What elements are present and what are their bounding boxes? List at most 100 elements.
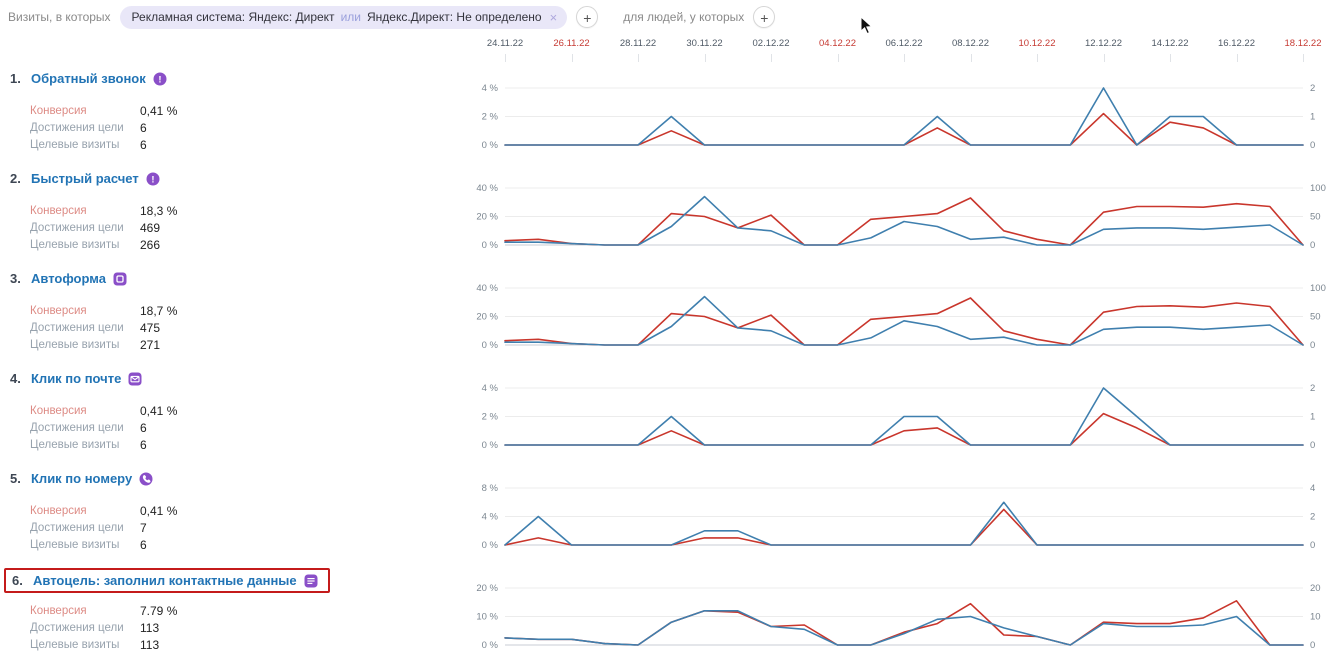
chart-klik-po-pochte: 4 % 2 2 % 1 0 % 0 [482,383,1316,451]
add-people-condition-button[interactable]: + [753,6,776,28]
goal-title-link[interactable]: Клик по номеру [31,471,133,486]
reaches-label: Достижения цели [30,621,124,634]
date-tick-label: 06.12.22 [885,38,923,49]
reaches-label: Достижения цели [30,421,124,434]
date-tick-label: 26.11.22 [553,38,590,49]
conversion-label: Конверсия [30,304,87,317]
svg-text:0: 0 [1310,140,1315,151]
goal-row-4: 4. Клик по почте Конверсия 0,41 % Достиже… [0,362,470,462]
date-tick-mark [904,54,905,62]
goal-number: 1. [10,71,21,86]
goal-stats: Конверсия 0,41 % Достижения цели 6 Целевые… [30,102,177,153]
date-tick-mark [1170,54,1171,62]
svg-text:40 %: 40 % [476,283,498,294]
date-tick-label: 30.11.22 [686,38,723,49]
svg-text:0: 0 [1310,640,1315,651]
reaches-value: 6 [140,120,147,135]
target-visits-label: Целевые визиты [30,438,120,451]
chip-close-icon[interactable]: × [549,9,558,25]
svg-text:0 %: 0 % [482,140,499,151]
goal-title-link[interactable]: Автоформа [31,271,106,286]
email-icon [128,372,142,386]
date-tick-mark [638,54,639,62]
target-visits-label: Целевые визиты [30,638,120,651]
goal-stats: Конверсия 0,41 % Достижения цели 6 Целевые… [30,402,177,453]
svg-text:0: 0 [1310,540,1315,551]
conversion-label: Конверсия [30,404,87,417]
goal-stats: Конверсия 18,3 % Достижения цели 469 Целев… [30,202,177,253]
conversion-value: 0,41 % [140,503,178,518]
goal-row-2: 2. Быстрый расчет ! Конверсия 18,3 % Дост… [0,162,470,262]
svg-text:40 %: 40 % [476,183,498,194]
target-visits-value: 6 [140,437,147,452]
svg-text:50: 50 [1310,312,1321,323]
chart-row-4: 4 % 2 2 % 1 0 % 0 [470,362,1340,462]
conversion-label: Конверсия [30,504,87,517]
form-icon [113,272,127,286]
date-tick-label: 28.11.22 [619,38,657,49]
goal-title-link[interactable]: Быстрый расчет [31,171,139,186]
svg-text:2: 2 [1310,512,1315,523]
reaches-value: 6 [140,420,147,435]
date-tick-mark [704,54,706,62]
goals-list: 1. Обратный звонок ! Конверсия 0,41 % Дос… [0,62,470,662]
add-visit-condition-button[interactable]: + [576,6,599,28]
js-event-icon: ! [146,172,160,186]
goal-number: 4. [10,371,21,386]
chart-row-6: 20 % 20 10 % 10 0 % 0 [470,562,1340,662]
date-tick-mark [1303,54,1304,62]
svg-text:4 %: 4 % [482,83,499,94]
svg-text:0 %: 0 % [482,540,499,551]
chart-klik-po-nomeru: 8 % 4 4 % 2 0 % 0 [482,483,1316,551]
people-filter-label: для людей, у которых [623,10,745,24]
chart-avtocel: 20 % 20 10 % 10 0 % 0 [476,583,1320,651]
date-tick-label: 14.12.22 [1151,38,1189,49]
date-tick-label: 16.12.22 [1218,38,1255,49]
goal-row-1: 1. Обратный звонок ! Конверсия 0,41 % Дос… [0,62,470,162]
svg-text:10 %: 10 % [476,612,498,623]
goal-title-link[interactable]: Обратный звонок [31,71,146,86]
target-visits-label: Целевые визиты [30,338,120,351]
goal-row-5: 5. Клик по номеру Конверсия 0,41 % Достиж… [0,462,470,562]
conversion-value: 18,3 % [140,203,178,218]
date-tick-label: 24.11.22 [486,38,524,49]
svg-text:0: 0 [1310,340,1315,351]
conversion-value: 7.79 % [140,603,178,618]
date-tick-mark [970,54,972,62]
date-tick-label: 18.12.22 [1284,38,1322,49]
phone-icon [139,472,153,486]
reaches-value: 475 [140,320,161,335]
js-event-icon: ! [153,72,167,86]
svg-text:100: 100 [1310,183,1326,194]
goal-title-link[interactable]: Клик по почте [31,371,122,386]
mouse-cursor [860,15,874,41]
target-visits-label: Целевые визиты [30,138,120,151]
goal-row-6: 6. Автоцель: заполнил контактные данные … [0,562,470,662]
target-visits-value: 271 [140,337,161,352]
svg-text:0 %: 0 % [482,440,499,451]
svg-text:0: 0 [1310,440,1315,451]
conversion-value: 0,41 % [140,103,178,118]
chart-row-3: 40 % 100 20 % 50 0 % 0 [470,262,1340,362]
date-tick-mark [571,54,573,62]
svg-text:2: 2 [1310,83,1315,94]
goal-stats: Конверсия 0,41 % Достижения цели 7 Целевые… [30,502,177,553]
goal-row-3: 3. Автоформа Конверсия 18,7 % Достижения … [0,262,470,362]
date-tick-label: 12.12.22 [1085,38,1122,49]
svg-text:1: 1 [1310,412,1315,423]
segment-filter-bar: Визиты, в которых Рекламная система: Янд… [8,4,776,30]
svg-text:0 %: 0 % [482,640,499,651]
reaches-label: Достижения цели [30,221,124,234]
goal-title-link[interactable]: Автоцель: заполнил контактные данные [33,573,297,588]
svg-text:2: 2 [1310,383,1315,394]
conversion-label: Конверсия [30,104,87,117]
svg-text:50: 50 [1310,212,1321,223]
svg-text:0: 0 [1310,240,1315,251]
conversion-value: 0,41 % [140,403,178,418]
segment-chip-ad-system[interactable]: Рекламная система: Яндекс: Директ или Ян… [119,5,568,29]
reaches-label: Достижения цели [30,321,124,334]
goal-title-line: 2. Быстрый расчет ! [4,168,166,189]
goal-stats: Конверсия 7.79 % Достижения цели 113 Целев… [30,602,177,653]
goal-title-line: 5. Клик по номеру [4,468,159,489]
conversion-label: Конверсия [30,204,87,217]
